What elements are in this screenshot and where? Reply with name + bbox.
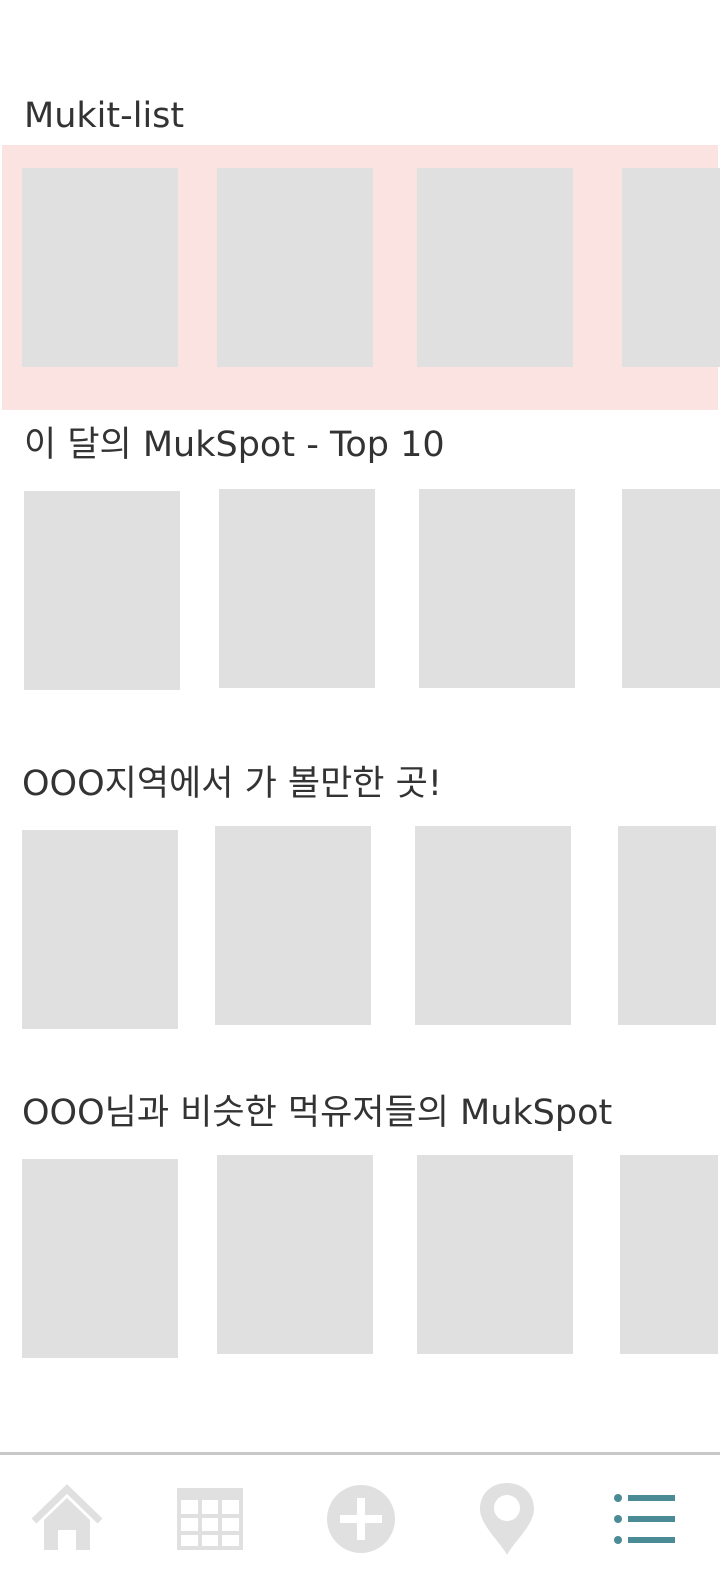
mukit-list-card[interactable] xyxy=(622,168,720,367)
top10-card[interactable] xyxy=(419,489,575,688)
add-circle-icon xyxy=(327,1485,395,1553)
list-icon xyxy=(614,1494,675,1544)
section-title-region: OOO지역에서 가 볼만한 곳! xyxy=(22,764,442,804)
section-title-top10: 이 달의 MukSpot - Top 10 xyxy=(24,425,445,465)
map-pin-icon xyxy=(480,1483,534,1555)
mukit-list-card[interactable] xyxy=(217,168,373,367)
bottom-nav xyxy=(0,1452,720,1572)
mukit-list-card[interactable] xyxy=(22,168,178,367)
region-card[interactable] xyxy=(215,826,371,1025)
region-card[interactable] xyxy=(415,826,571,1025)
nav-add-button[interactable] xyxy=(316,1479,406,1559)
home-icon xyxy=(31,1484,103,1550)
nav-map-button[interactable] xyxy=(462,1479,552,1559)
similar-users-card[interactable] xyxy=(620,1155,718,1354)
mukit-list-card[interactable] xyxy=(417,168,573,367)
top10-card[interactable] xyxy=(24,491,180,690)
similar-users-card[interactable] xyxy=(22,1159,178,1358)
nav-list-button[interactable] xyxy=(600,1479,690,1559)
top10-card[interactable] xyxy=(622,489,720,688)
nav-grid-button[interactable] xyxy=(165,1479,255,1559)
section-title-mukit-list: Mukit-list xyxy=(24,96,185,136)
top10-card[interactable] xyxy=(219,489,375,688)
similar-users-card[interactable] xyxy=(417,1155,573,1354)
nav-home-button[interactable] xyxy=(22,1479,112,1559)
grid-icon xyxy=(177,1488,243,1550)
region-card[interactable] xyxy=(618,826,716,1025)
similar-users-card[interactable] xyxy=(217,1155,373,1354)
region-card[interactable] xyxy=(22,830,178,1029)
section-title-similar-users: OOO님과 비슷한 먹유저들의 MukSpot xyxy=(22,1093,613,1133)
